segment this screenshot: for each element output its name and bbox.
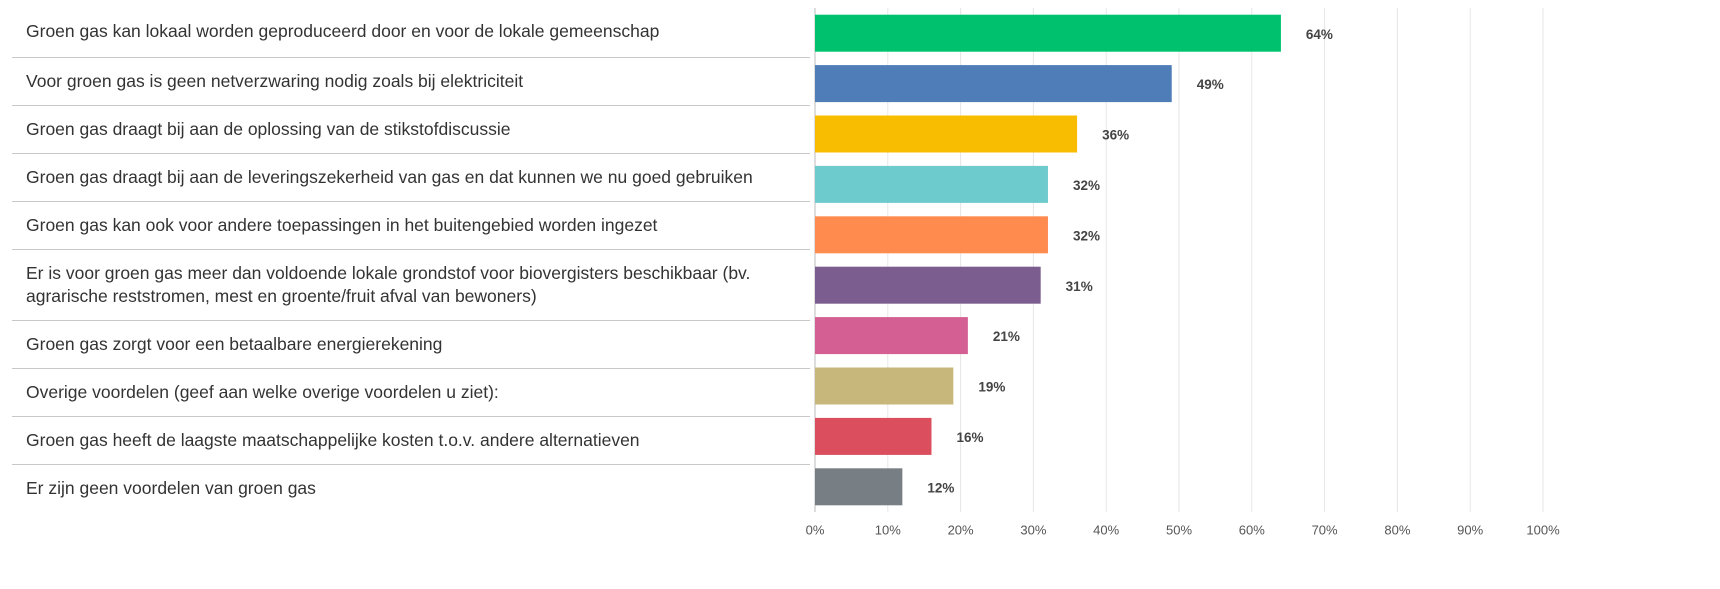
x-tick-label: 20% (948, 522, 974, 537)
x-tick-label: 40% (1093, 522, 1119, 537)
value-label: 64% (1306, 27, 1333, 42)
bar (815, 216, 1048, 254)
x-tick-label: 90% (1457, 522, 1483, 537)
value-label: 21% (993, 329, 1020, 344)
value-label: 12% (927, 480, 954, 495)
x-tick-label: 30% (1020, 522, 1046, 537)
category-label: Groen gas draagt bij aan de oplossing va… (12, 106, 810, 154)
category-label: Groen gas draagt bij aan de leveringszek… (12, 154, 810, 202)
bar (815, 317, 968, 355)
bar (815, 165, 1048, 203)
bar (815, 14, 1281, 52)
x-tick-label: 60% (1239, 522, 1265, 537)
category-label: Groen gas zorgt voor een betaalbare ener… (12, 321, 810, 369)
bar (815, 65, 1172, 103)
category-label: Voor groen gas is geen netverzwaring nod… (12, 58, 810, 106)
value-label: 32% (1073, 228, 1100, 243)
x-tick-label: 0% (806, 522, 825, 537)
category-label: Er zijn geen voordelen van groen gas (26, 478, 316, 498)
category-label: Groen gas kan ook voor andere toepassing… (12, 202, 810, 250)
bar (815, 468, 903, 506)
bar (815, 417, 932, 455)
bar (815, 367, 954, 405)
bar (815, 115, 1078, 153)
value-label: 31% (1066, 279, 1093, 294)
value-label: 49% (1197, 77, 1224, 92)
x-tick-label: 70% (1312, 522, 1338, 537)
category-label: Overige voordelen (geef aan welke overig… (12, 369, 810, 417)
category-label: Groen gas kan lokaal worden geproduceerd… (12, 8, 810, 58)
value-label: 19% (978, 380, 1005, 395)
x-tick-label: 50% (1166, 522, 1192, 537)
x-tick-label: 80% (1384, 522, 1410, 537)
label-column: Groen gas kan lokaal worden geproduceerd… (12, 8, 810, 512)
x-tick-label: 100% (1526, 522, 1560, 537)
value-label: 16% (956, 430, 983, 445)
value-label: 32% (1073, 178, 1100, 193)
bar (815, 266, 1041, 304)
category-label: Groen gas heeft de laagste maatschappeli… (12, 417, 810, 465)
category-label: Er is voor groen gas meer dan voldoende … (12, 250, 810, 321)
value-label: 36% (1102, 128, 1129, 143)
x-tick-label: 10% (875, 522, 901, 537)
